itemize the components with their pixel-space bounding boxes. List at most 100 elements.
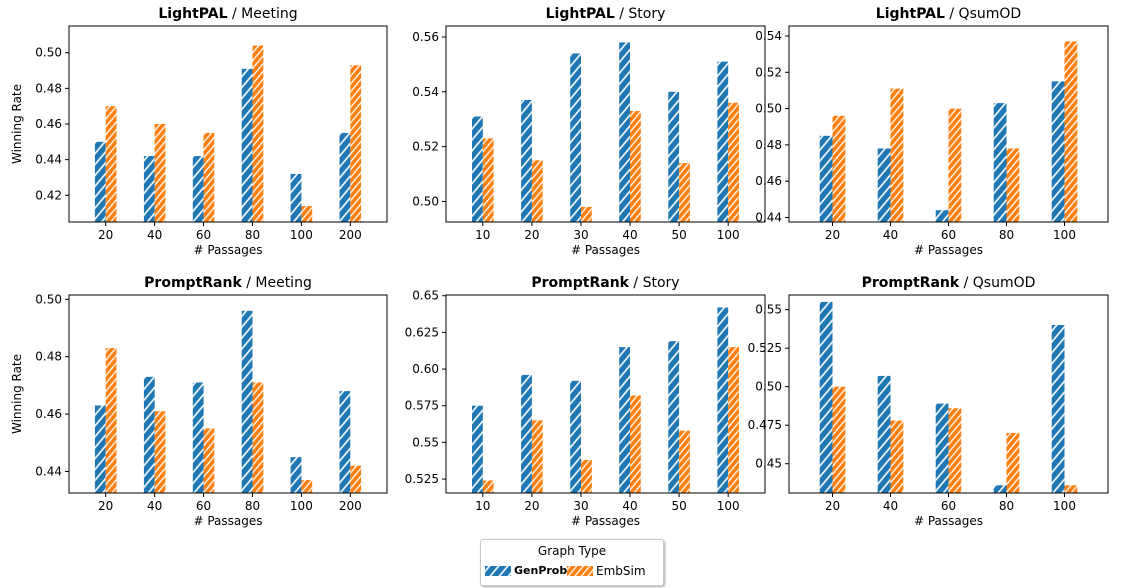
- bar-genprob-100: [1051, 81, 1065, 223]
- chart-title-rest: / Story: [629, 275, 680, 291]
- bar-genprob-100: [1051, 325, 1065, 493]
- bar-genprob-100: [717, 61, 729, 222]
- bar-genprob-80: [993, 103, 1007, 222]
- bar-embsim-40: [154, 124, 166, 222]
- x-tick-label: 20: [98, 499, 113, 513]
- bar-embsim-100: [728, 347, 739, 493]
- x-tick-label: 200: [339, 228, 362, 242]
- bar-genprob-60: [935, 403, 949, 493]
- y-tick-label: 0.625: [405, 325, 439, 339]
- plot-frame: [445, 25, 766, 223]
- y-tick-label: 0.44: [35, 464, 62, 478]
- x-tick-label: 30: [573, 228, 588, 242]
- bar-embsim-20: [105, 348, 117, 493]
- y-tick-label: 0.46: [35, 117, 62, 131]
- bar-embsim-20: [105, 106, 117, 222]
- bar-embsim-80: [252, 45, 264, 222]
- x-tick-label: 20: [825, 228, 840, 242]
- x-tick-label: 20: [524, 228, 539, 242]
- bar-genprob-20: [819, 301, 833, 493]
- x-tick-label: 10: [475, 228, 490, 242]
- y-tick-label: 0.60: [412, 362, 439, 376]
- y-tick-label: 0.45: [755, 457, 782, 471]
- y-tick-label: 0.50: [755, 380, 782, 394]
- bar-embsim-40: [154, 411, 166, 493]
- y-tick-label: 0.575: [405, 399, 439, 413]
- bar-genprob-30: [570, 53, 581, 223]
- bar-genprob-60: [935, 210, 949, 222]
- y-tick-label: 0.54: [412, 85, 439, 99]
- legend-swatch-embsim-icon: [567, 566, 593, 576]
- x-tick-label: 40: [883, 228, 898, 242]
- chart-title-bold: LightPAL: [876, 6, 945, 22]
- bar-genprob-100: [717, 307, 729, 493]
- bar-genprob-40: [877, 375, 891, 493]
- bar-genprob-80: [241, 68, 253, 222]
- x-axis-label: # Passages: [914, 243, 983, 257]
- y-tick-label: 0.46: [755, 174, 782, 188]
- chart-panel-4: 20 40 60 80 100 200 0.44 0.46 0.48 0.50 # Passages…: [10, 275, 388, 528]
- bar-genprob-50: [668, 91, 680, 222]
- plot-frame: [445, 294, 766, 494]
- x-tick-label: 100: [1053, 228, 1076, 242]
- bar-embsim-40: [630, 111, 641, 222]
- bar-genprob-80: [241, 310, 253, 493]
- x-tick-label: 40: [883, 499, 898, 513]
- chart-title-rest: / Meeting: [228, 6, 298, 22]
- y-axis-label: Winning Rate: [10, 354, 24, 434]
- chart-panel-2: 10 20 30 40 50 100 0.50 0.52 0.54 0.56 # Passages L…: [412, 6, 766, 257]
- x-tick-label: 80: [245, 228, 260, 242]
- bar-embsim-100: [728, 102, 739, 222]
- y-tick-label: 0.44: [35, 153, 62, 167]
- x-axis-label: # Passages: [193, 514, 262, 528]
- bar-embsim-40: [890, 420, 904, 493]
- chart-panel-6: 20 40 60 80 100 0.45 0.475 0.50 0.525 0.55 # Passa…: [748, 275, 1109, 528]
- bar-genprob-40: [143, 156, 155, 222]
- bar-embsim-200: [350, 465, 362, 493]
- bar-genprob-20: [94, 141, 106, 222]
- bar-genprob-200: [339, 391, 351, 493]
- y-tick-label: 0.42: [35, 188, 62, 202]
- chart-title-rest: / Story: [615, 6, 666, 22]
- bar-embsim-20: [531, 420, 543, 493]
- bar-genprob-20: [819, 135, 833, 222]
- x-tick-label: 60: [196, 499, 211, 513]
- y-tick-label: 0.54: [755, 29, 782, 43]
- bar-embsim-60: [948, 408, 962, 493]
- x-tick-label: 40: [147, 499, 162, 513]
- bar-embsim-100: [301, 480, 313, 493]
- chart-title-rest: / QsumOD: [945, 6, 1021, 22]
- y-tick-label: 0.55: [755, 303, 782, 317]
- chart-title-bold: LightPAL: [546, 6, 615, 22]
- chart-title-bold: LightPAL: [158, 6, 227, 22]
- x-tick-label: 60: [941, 228, 956, 242]
- chart-panel-3: 20 40 60 80 100 0.44 0.46 0.48 0.50 0.52 0.54 # Pas…: [755, 6, 1109, 257]
- bar-embsim-100: [1064, 41, 1078, 223]
- y-tick-label: 0.44: [755, 210, 782, 224]
- bar-genprob-40: [877, 148, 891, 222]
- chart-title-bold: PromptRank: [144, 275, 242, 291]
- bar-embsim-30: [581, 206, 592, 222]
- bar-genprob-10: [472, 405, 483, 493]
- x-tick-label: 100: [717, 228, 740, 242]
- x-tick-label: 20: [825, 499, 840, 513]
- bar-genprob-50: [668, 341, 680, 493]
- bar-genprob-20: [521, 374, 532, 493]
- bar-embsim-40: [630, 395, 641, 493]
- legend-item-embsim: EmbSim: [567, 564, 646, 578]
- bar-genprob-80: [993, 485, 1007, 493]
- x-tick-label: 40: [147, 228, 162, 242]
- x-axis-label: # Passages: [571, 514, 640, 528]
- bar-embsim-100: [301, 206, 313, 222]
- bar-genprob-20: [521, 100, 532, 222]
- x-axis-label: # Passages: [571, 243, 640, 257]
- bar-embsim-100: [1064, 485, 1078, 493]
- legend-label-genprob: GenProb: [514, 564, 568, 577]
- bar-genprob-40: [143, 376, 155, 493]
- y-tick-label: 0.475: [748, 418, 782, 432]
- x-tick-label: 100: [717, 499, 740, 513]
- x-tick-label: 100: [1053, 499, 1076, 513]
- x-tick-label: 60: [941, 499, 956, 513]
- bar-embsim-80: [1006, 148, 1020, 222]
